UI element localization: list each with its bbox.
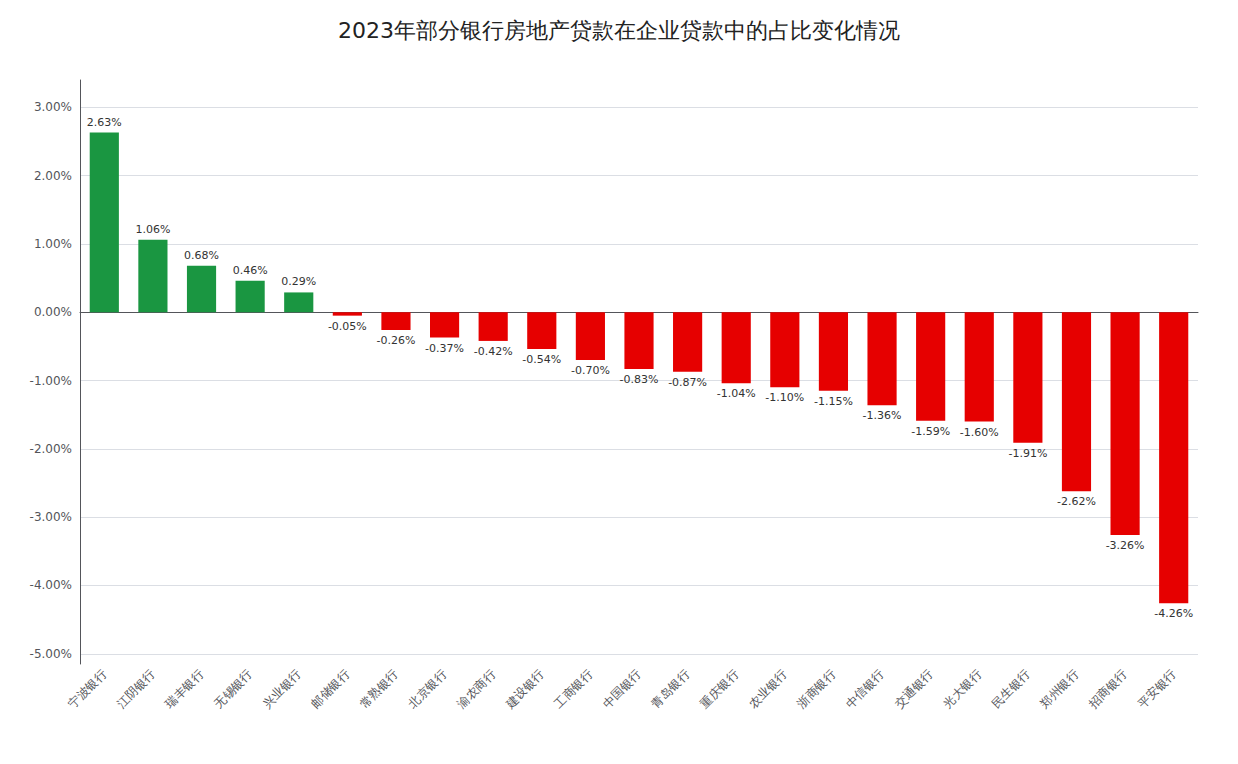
svg-text:-1.60%: -1.60% [960,426,999,439]
svg-text:郑州银行: 郑州银行 [1038,667,1082,711]
svg-text:无锡银行: 无锡银行 [211,667,255,711]
svg-text:-1.91%: -1.91% [1008,447,1047,460]
svg-text:-0.26%: -0.26% [376,334,415,347]
svg-text:-3.00%: -3.00% [30,510,72,524]
svg-text:民生银行: 民生银行 [989,667,1033,711]
svg-text:0.46%: 0.46% [233,264,268,277]
svg-text:-2.00%: -2.00% [30,442,72,456]
svg-text:平安银行: 平安银行 [1135,667,1179,711]
svg-text:兴业银行: 兴业银行 [260,667,304,711]
svg-text:北京银行: 北京银行 [406,667,450,711]
svg-text:-0.05%: -0.05% [328,320,367,333]
svg-text:-1.15%: -1.15% [814,395,853,408]
svg-text:3.00%: 3.00% [34,100,72,114]
svg-text:-4.00%: -4.00% [30,578,72,592]
svg-text:-5.00%: -5.00% [30,647,72,661]
svg-text:-0.42%: -0.42% [474,345,513,358]
svg-text:-1.00%: -1.00% [30,374,72,388]
svg-text:-0.70%: -0.70% [571,364,610,377]
svg-text:0.68%: 0.68% [184,249,219,262]
svg-text:招商银行: 招商银行 [1085,667,1130,712]
svg-text:-0.87%: -0.87% [668,376,707,389]
svg-text:青岛银行: 青岛银行 [649,667,693,711]
svg-text:-0.54%: -0.54% [522,353,561,366]
svg-text:-1.59%: -1.59% [911,425,950,438]
svg-text:2023年部分银行房地产贷款在企业贷款中的占比变化情况: 2023年部分银行房地产贷款在企业贷款中的占比变化情况 [338,18,900,43]
svg-text:0.29%: 0.29% [281,275,316,288]
svg-text:0.00%: 0.00% [34,305,72,319]
svg-text:常熟银行: 常熟银行 [357,667,401,711]
svg-text:重庆银行: 重庆银行 [697,667,741,711]
svg-text:邮储银行: 邮储银行 [308,667,352,711]
svg-text:农业银行: 农业银行 [746,667,790,711]
svg-text:-1.10%: -1.10% [765,391,804,404]
svg-text:瑞丰银行: 瑞丰银行 [163,667,207,711]
svg-text:建设银行: 建设银行 [502,667,547,712]
svg-text:2.63%: 2.63% [87,116,122,129]
svg-text:浙商银行: 浙商银行 [795,667,839,711]
svg-text:渝农商行: 渝农商行 [454,667,498,711]
svg-text:交通银行: 交通银行 [892,667,936,711]
svg-text:宁波银行: 宁波银行 [65,667,109,711]
svg-text:-4.26%: -4.26% [1154,607,1193,620]
svg-text:-0.37%: -0.37% [425,342,464,355]
svg-text:-2.62%: -2.62% [1057,495,1096,508]
svg-text:工商银行: 工商银行 [552,667,596,711]
svg-text:江阴银行: 江阴银行 [114,667,158,711]
svg-text:中国银行: 中国银行 [600,667,644,711]
svg-text:-0.83%: -0.83% [620,373,659,386]
svg-text:中信银行: 中信银行 [843,667,887,711]
svg-text:-1.36%: -1.36% [863,409,902,422]
svg-text:1.00%: 1.00% [34,237,72,251]
svg-text:1.06%: 1.06% [135,223,170,236]
svg-text:2.00%: 2.00% [34,169,72,183]
svg-text:-1.04%: -1.04% [717,387,756,400]
svg-text:-3.26%: -3.26% [1106,539,1145,552]
svg-text:光大银行: 光大银行 [940,667,984,711]
